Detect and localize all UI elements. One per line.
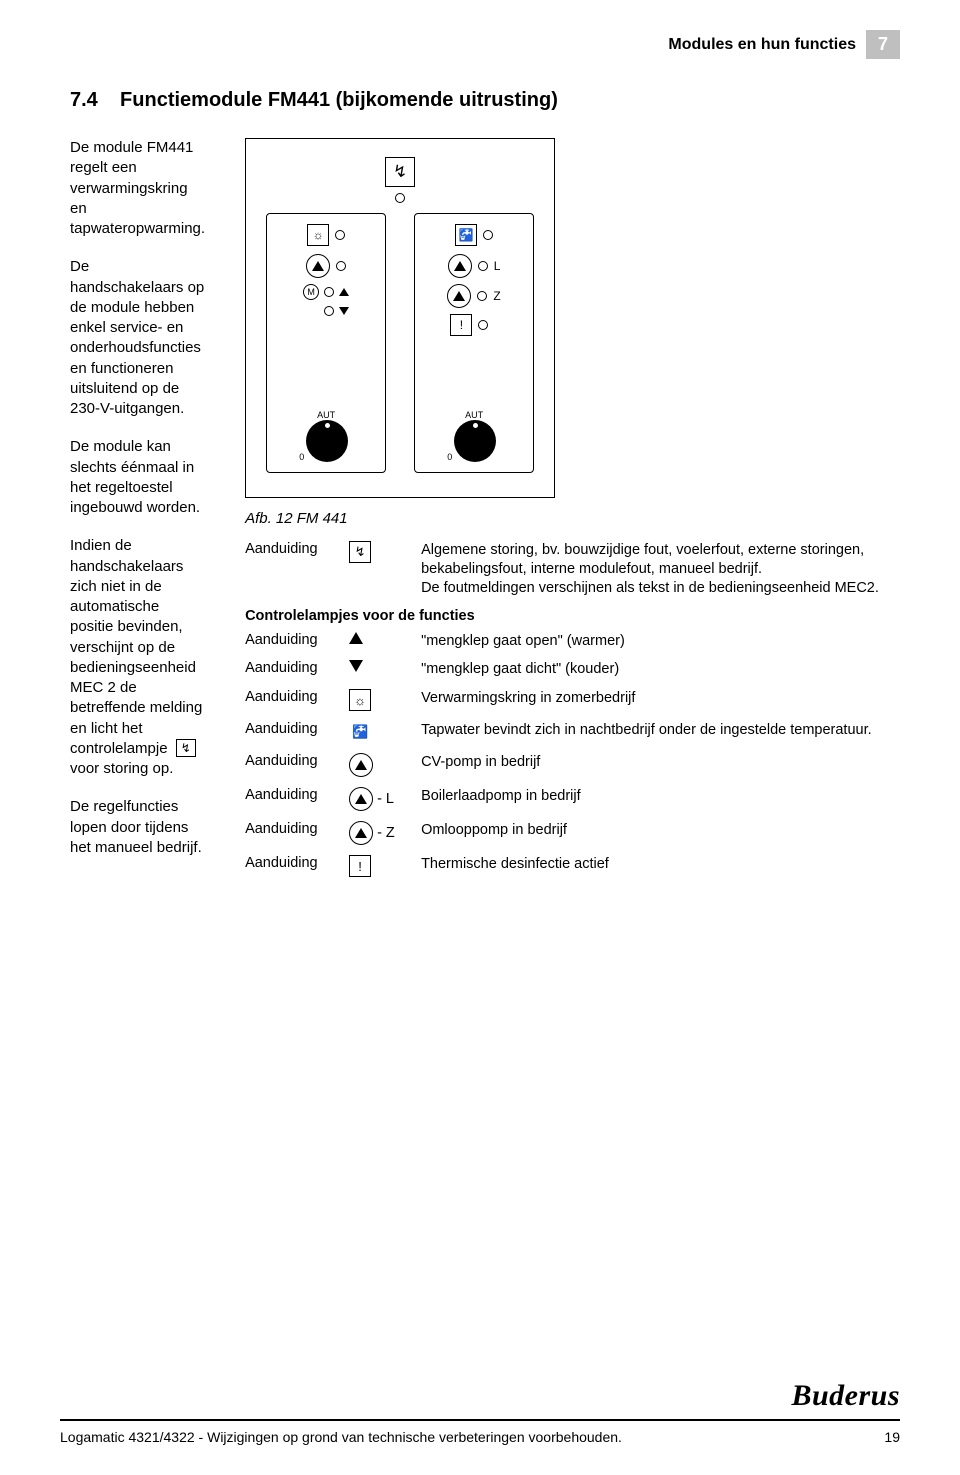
section-number: 7.4 <box>70 89 98 111</box>
paragraph-2: De handschakelaars op de module hebben e… <box>70 257 205 419</box>
brand-logo: Buderus <box>791 1379 900 1413</box>
section-heading: 7.4 Functiemodule FM441 (bijkomende uitr… <box>70 89 900 112</box>
header-title: Modules en hun functies <box>668 36 856 54</box>
legend-label: Aanduiding <box>245 632 335 648</box>
legend-label: Aanduiding <box>245 689 335 705</box>
legend-label: Aanduiding <box>245 541 335 557</box>
paragraph-4: Indien de handschakelaars zich niet in d… <box>70 536 205 779</box>
legend-desc: "mengklep gaat open" (warmer) <box>421 632 900 651</box>
led-icon <box>478 320 488 330</box>
legend-table: Aanduiding ↯ Algemene storing, bv. bouwz… <box>245 541 900 877</box>
pump-icon <box>306 254 330 278</box>
legend-label: Aanduiding <box>245 660 335 676</box>
legend-label: Aanduiding <box>245 787 335 803</box>
arrow-down-icon <box>349 660 363 672</box>
legend-subheading: Controlelampjes voor de functies <box>245 608 900 624</box>
paragraph-1: De module FM441 regelt een verwarmingskr… <box>70 138 205 239</box>
fault-led-icon <box>395 193 405 203</box>
pump-icon <box>349 821 373 845</box>
zero-label: 0 <box>299 452 304 462</box>
pump-suffix: - Z <box>377 825 395 841</box>
arrow-up-icon <box>339 288 349 296</box>
legend-label: Aanduiding <box>245 753 335 769</box>
aut-label: AUT <box>465 410 483 420</box>
led-icon <box>324 287 334 297</box>
body-text-column: De module FM441 regelt een verwarmingskr… <box>70 138 205 876</box>
pump-icon <box>349 787 373 811</box>
aut-label: AUT <box>317 410 335 420</box>
zero-label: 0 <box>447 452 452 462</box>
legend-desc: Algemene storing, bv. bouwzijdige fout, … <box>421 541 900 598</box>
paragraph-3: De module kan slechts éénmaal in het reg… <box>70 437 205 518</box>
legend-desc: Verwarmingskring in zomerbedrijf <box>421 689 900 708</box>
fault-icon: ↯ <box>349 541 371 563</box>
led-icon <box>336 261 346 271</box>
pump-icon <box>448 254 472 278</box>
sun-icon: ☼ <box>349 689 371 711</box>
arrow-up-icon <box>349 632 363 644</box>
fault-icon: ↯ <box>176 739 196 757</box>
figure-caption: Afb. 12 FM 441 <box>245 510 900 527</box>
page-header: Modules en hun functies 7 <box>70 30 900 59</box>
module-diagram-column: ↯ ☼ M <box>245 138 900 887</box>
module-panel: ↯ ☼ M <box>245 138 555 498</box>
footer-rule <box>60 1419 900 1421</box>
page-footer: Buderus Logamatic 4321/4322 - Wijziginge… <box>60 1379 900 1445</box>
rotary-knob[interactable] <box>306 420 348 462</box>
legend-desc: Thermische desinfectie actief <box>421 855 900 874</box>
heating-circuit-subpanel: ☼ M <box>266 213 386 473</box>
led-icon <box>483 230 493 240</box>
legend-desc: Tapwater bevindt zich in nachtbedrijf on… <box>421 721 900 740</box>
warn-icon: ! <box>349 855 371 877</box>
legend-desc: Omlooppomp in bedrijf <box>421 821 900 840</box>
page-number: 19 <box>884 1429 900 1445</box>
footer-text: Logamatic 4321/4322 - Wijzigingen op gro… <box>60 1429 622 1445</box>
warn-icon: ! <box>450 314 472 336</box>
pump-icon <box>447 284 471 308</box>
led-icon <box>478 261 488 271</box>
led-icon <box>335 230 345 240</box>
dhw-subpanel: 🚰 L Z ! <box>414 213 534 473</box>
legend-label: Aanduiding <box>245 721 335 737</box>
l-label: L <box>494 259 501 273</box>
sun-icon: ☼ <box>307 224 329 246</box>
m-label: M <box>303 284 319 300</box>
rotary-knob[interactable] <box>454 420 496 462</box>
arrow-down-icon <box>339 307 349 315</box>
pump-suffix: - L <box>377 791 394 807</box>
legend-desc: CV-pomp in bedrijf <box>421 753 900 772</box>
tap-icon: 🚰 <box>349 721 371 743</box>
z-label: Z <box>493 289 500 303</box>
fault-indicator-icon: ↯ <box>385 157 415 187</box>
pump-icon <box>349 753 373 777</box>
legend-desc: "mengklep gaat dicht" (kouder) <box>421 660 900 679</box>
tap-icon: 🚰 <box>455 224 477 246</box>
led-icon <box>324 306 334 316</box>
header-chapter-number: 7 <box>866 30 900 59</box>
section-title: Functiemodule FM441 (bijkomende uitrusti… <box>120 89 558 111</box>
led-icon <box>477 291 487 301</box>
paragraph-5: De regelfuncties lopen door tijdens het … <box>70 797 205 858</box>
legend-desc: Boilerlaadpomp in bedrijf <box>421 787 900 806</box>
legend-label: Aanduiding <box>245 855 335 871</box>
legend-label: Aanduiding <box>245 821 335 837</box>
